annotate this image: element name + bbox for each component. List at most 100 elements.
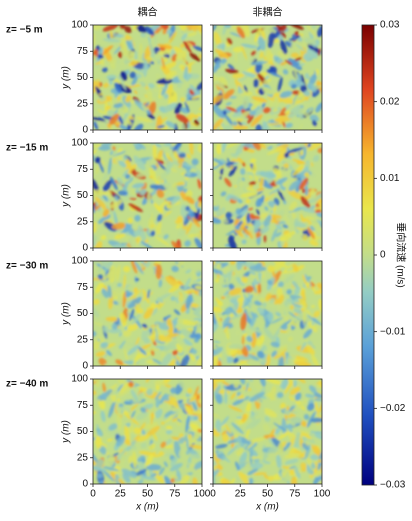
field-blob bbox=[268, 71, 282, 78]
field-blob bbox=[162, 28, 168, 35]
field-blob bbox=[95, 224, 100, 229]
field-blob bbox=[101, 469, 115, 482]
field-blob bbox=[148, 175, 153, 179]
field-texture bbox=[213, 143, 322, 248]
colorbar-tick-label: 0.01 bbox=[380, 173, 400, 184]
field-blob bbox=[168, 283, 182, 293]
field-blob bbox=[303, 145, 307, 156]
field-blob bbox=[171, 240, 183, 248]
field-blob bbox=[163, 316, 168, 322]
field-blob bbox=[241, 239, 247, 245]
field-blob bbox=[259, 171, 277, 179]
field-blob bbox=[98, 93, 104, 96]
field-blob bbox=[108, 328, 122, 334]
field-blob bbox=[316, 282, 322, 290]
field-blob bbox=[309, 114, 320, 122]
field-blob bbox=[232, 121, 238, 126]
field-blob bbox=[225, 101, 232, 106]
field-blob bbox=[241, 177, 245, 182]
field-blob bbox=[304, 53, 310, 62]
field-blob bbox=[187, 233, 200, 238]
field-blob bbox=[248, 181, 257, 186]
field-blob bbox=[229, 234, 235, 240]
field-blob bbox=[231, 159, 239, 162]
field-blob bbox=[128, 84, 142, 88]
field-blob bbox=[119, 340, 126, 349]
field-blob bbox=[246, 335, 253, 343]
field-blob bbox=[236, 447, 244, 456]
field-blob bbox=[95, 379, 100, 388]
field-blob bbox=[304, 96, 309, 101]
field-blob bbox=[146, 388, 154, 396]
field-blob bbox=[177, 318, 184, 325]
field-blob bbox=[266, 379, 283, 385]
field-blob bbox=[303, 323, 307, 328]
field-blob bbox=[149, 157, 152, 165]
field-blob bbox=[280, 379, 288, 389]
field-blob bbox=[119, 312, 127, 327]
field-blob bbox=[152, 143, 157, 160]
field-blob bbox=[314, 209, 322, 214]
field-blob bbox=[98, 145, 111, 151]
field-blob bbox=[304, 37, 317, 46]
field-blob bbox=[145, 453, 154, 467]
field-blob bbox=[100, 235, 107, 241]
field-blob bbox=[93, 261, 98, 266]
field bbox=[93, 261, 202, 366]
field-blob bbox=[254, 411, 259, 417]
field-blob bbox=[281, 166, 287, 178]
x-tick-label: 100 bbox=[314, 489, 331, 500]
field-blob bbox=[292, 165, 305, 176]
field-blob bbox=[127, 119, 132, 126]
field-blob bbox=[293, 464, 301, 479]
field-blob bbox=[185, 269, 192, 274]
field-blob bbox=[159, 86, 167, 90]
field-blob bbox=[288, 264, 293, 269]
field-blob bbox=[170, 90, 178, 103]
field-blob bbox=[214, 48, 229, 59]
field-blob bbox=[197, 200, 202, 208]
field-blob bbox=[158, 279, 163, 288]
field-blob bbox=[128, 115, 135, 120]
field-blob bbox=[291, 90, 301, 95]
field-blob bbox=[220, 296, 226, 299]
field-blob bbox=[306, 276, 312, 280]
field-blob bbox=[213, 353, 219, 366]
field-blob bbox=[308, 108, 313, 114]
field-blob bbox=[173, 309, 181, 316]
field-blob bbox=[246, 171, 255, 176]
field-blob bbox=[156, 189, 165, 199]
field-blob bbox=[195, 332, 202, 340]
y-tick-label: 100 bbox=[71, 256, 88, 267]
field-blob bbox=[221, 456, 231, 463]
field-blob bbox=[251, 416, 256, 422]
field-blob bbox=[154, 321, 170, 331]
field-blob bbox=[188, 121, 199, 127]
field-blob bbox=[283, 452, 301, 459]
field-blob bbox=[262, 120, 269, 130]
field-blob bbox=[118, 74, 127, 91]
field-blob bbox=[192, 311, 202, 321]
field-blob bbox=[189, 453, 202, 459]
field-blob bbox=[93, 321, 104, 327]
field-blob bbox=[284, 410, 290, 416]
field-blob bbox=[125, 95, 132, 103]
field-blob bbox=[187, 461, 196, 471]
field-blob bbox=[292, 379, 297, 388]
field-blob bbox=[163, 57, 168, 63]
field-blob bbox=[150, 302, 157, 310]
field-blob bbox=[264, 206, 269, 211]
field-blob bbox=[213, 440, 217, 458]
field-blob bbox=[143, 337, 151, 344]
field-blob bbox=[118, 124, 134, 130]
field-blob bbox=[115, 264, 121, 282]
field-blob bbox=[114, 82, 122, 94]
field-blob bbox=[224, 177, 232, 187]
field-blob bbox=[101, 169, 110, 184]
field-blob bbox=[135, 278, 140, 281]
field-blob bbox=[257, 350, 265, 359]
field-blob bbox=[240, 276, 248, 284]
field-blob bbox=[160, 441, 167, 448]
field-blob bbox=[249, 265, 267, 272]
field-blob bbox=[191, 180, 202, 194]
